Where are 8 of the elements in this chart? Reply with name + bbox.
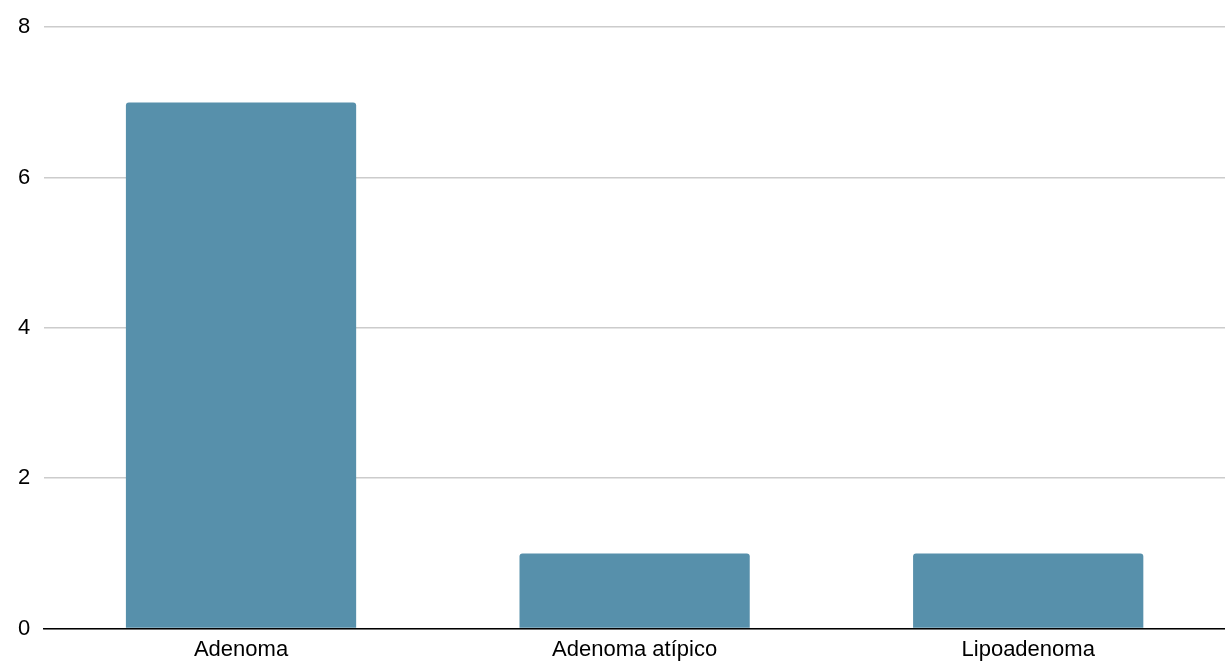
x-tick-label: Lipoadenoma: [961, 635, 1096, 661]
y-tick-label: 4: [17, 313, 31, 339]
x-tick-label: Adenoma: [193, 635, 289, 661]
y-tick-label: 8: [17, 13, 31, 39]
y-tick-label: 6: [17, 163, 31, 189]
x-tick-label: Adenoma atípico: [552, 635, 718, 661]
y-tick-label: 0: [17, 614, 31, 640]
y-tick-label: 2: [17, 464, 31, 490]
